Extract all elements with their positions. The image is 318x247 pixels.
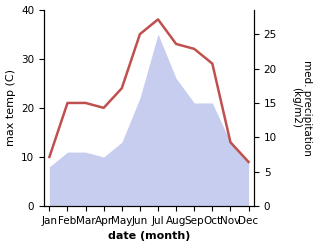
X-axis label: date (month): date (month) bbox=[108, 231, 190, 242]
Y-axis label: max temp (C): max temp (C) bbox=[5, 69, 16, 146]
Y-axis label: med. precipitation
(kg/m2): med. precipitation (kg/m2) bbox=[291, 60, 313, 156]
